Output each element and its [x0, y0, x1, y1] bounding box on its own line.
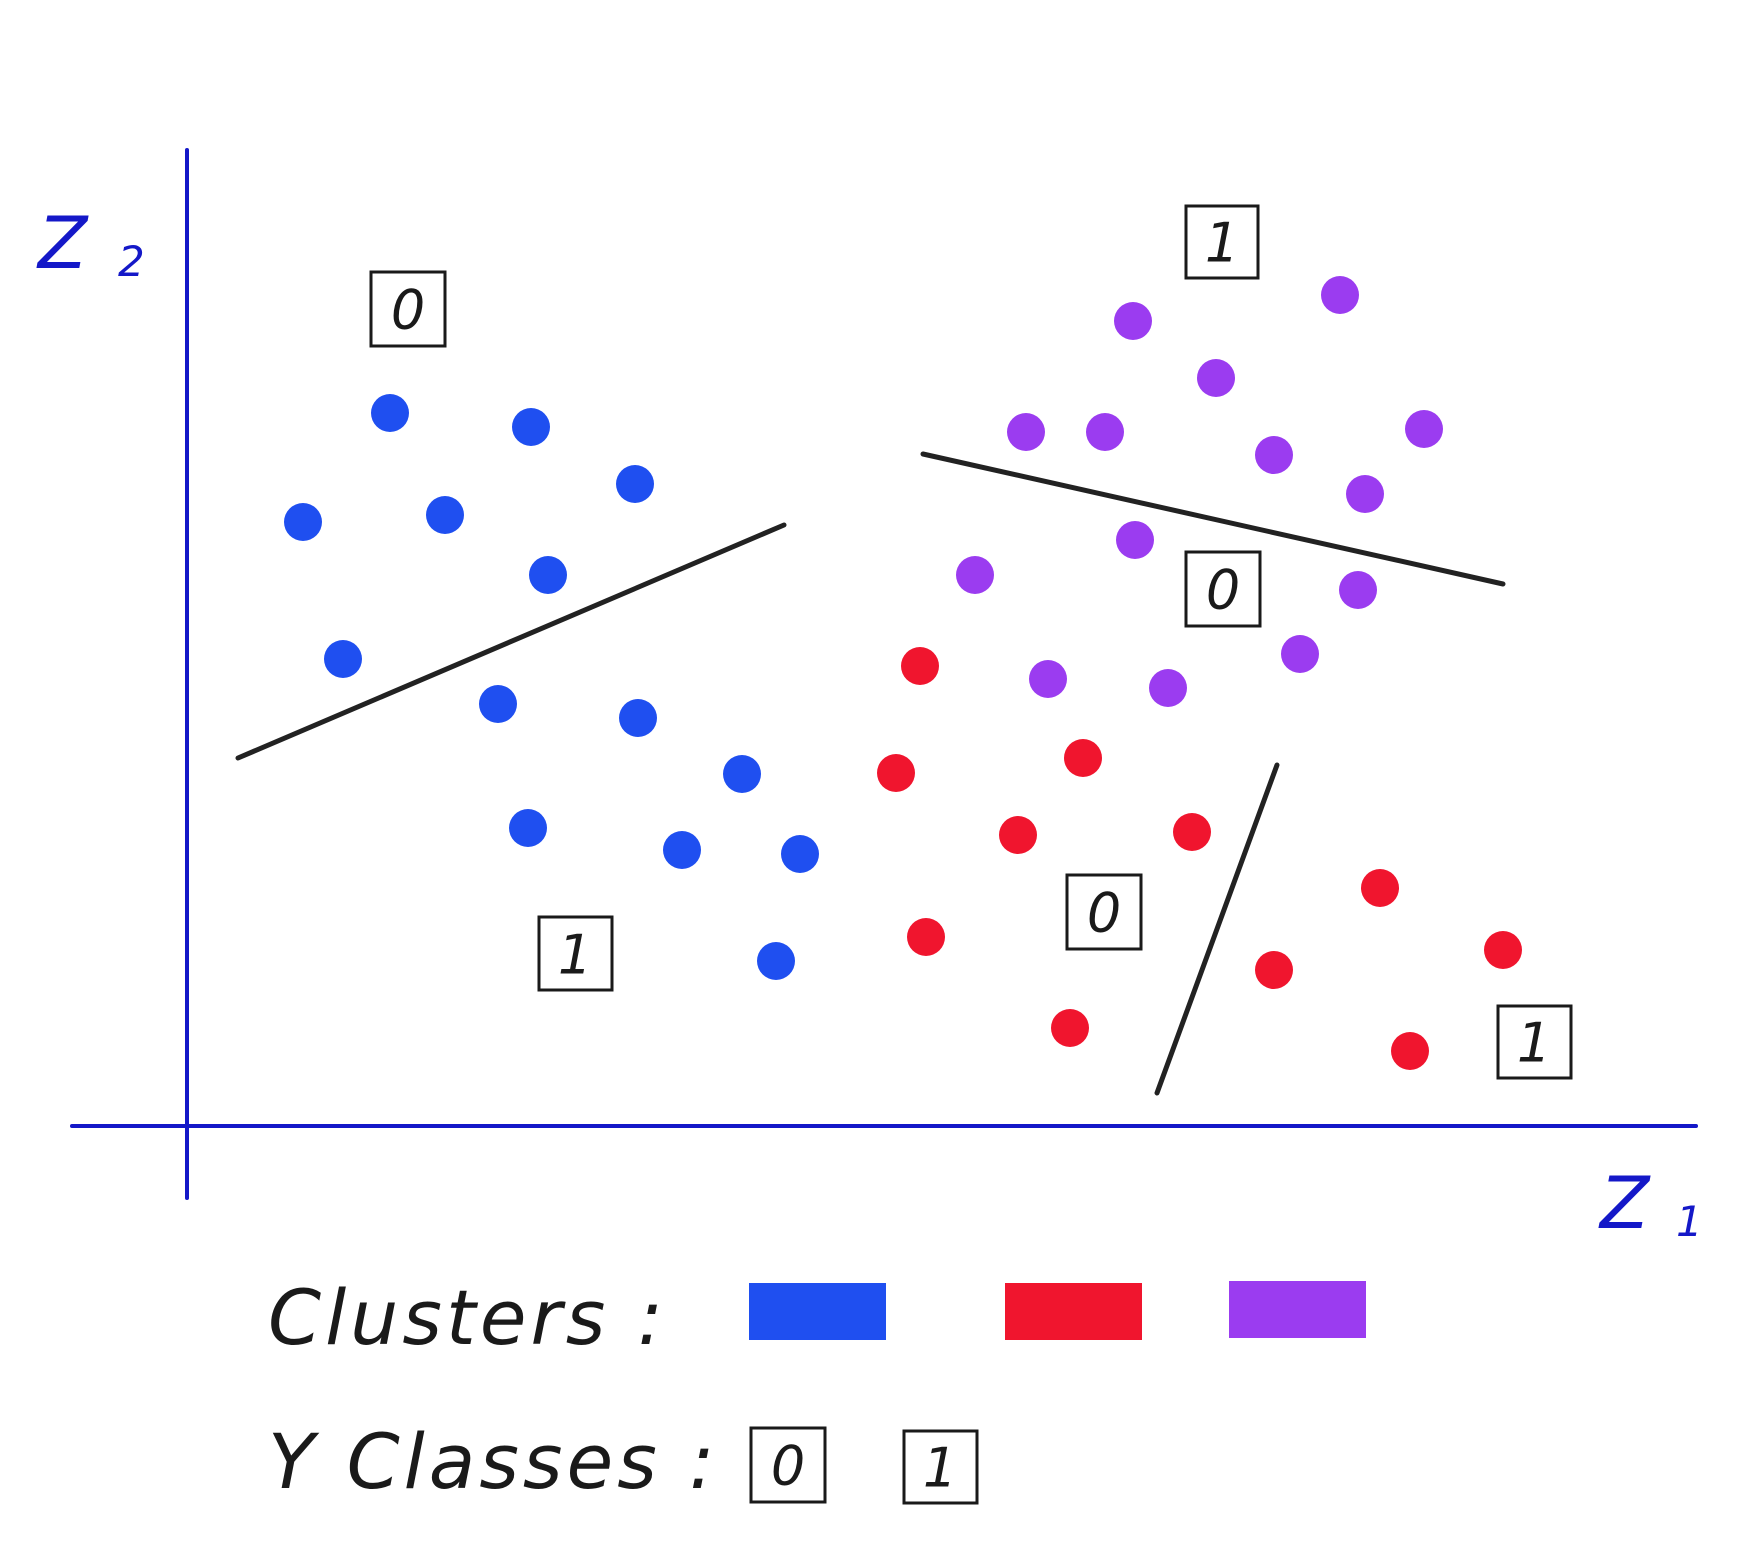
region-label-blue-top: 0: [369, 270, 447, 348]
point-purple: [1149, 669, 1187, 707]
point-purple: [1116, 521, 1154, 559]
point-red: [877, 754, 915, 792]
y-axis-label: Z: [36, 201, 89, 285]
point-blue: [663, 831, 701, 869]
point-red: [1051, 1009, 1089, 1047]
point-red: [1484, 931, 1522, 969]
point-purple: [1114, 302, 1152, 340]
cluster-purple-points: [956, 276, 1443, 707]
point-blue: [512, 408, 550, 446]
point-red: [1173, 813, 1211, 851]
region-label-box: [1496, 1004, 1573, 1080]
point-red: [901, 647, 939, 685]
point-blue: [324, 640, 362, 678]
point-red: [1361, 869, 1399, 907]
region-label-text: 1: [558, 924, 592, 987]
region-label-purple-top: 1: [1184, 204, 1260, 280]
region-label-box: [1065, 873, 1143, 951]
point-purple: [1321, 276, 1359, 314]
point-blue: [723, 755, 761, 793]
point-purple: [1029, 660, 1067, 698]
point-red: [1064, 739, 1102, 777]
legend-class-0: 0: [749, 1426, 827, 1504]
point-blue: [781, 835, 819, 873]
legend-swatch-purple: [1229, 1281, 1366, 1338]
point-purple: [1007, 413, 1045, 451]
cluster-blue-points: [284, 394, 819, 980]
legend-classes-label: Y Classes :: [268, 1417, 719, 1506]
point-red: [999, 816, 1037, 854]
point-purple: [1197, 359, 1235, 397]
legend-swatch-blue: [749, 1283, 886, 1340]
region-label-box: [369, 270, 447, 348]
legend-class-box: [749, 1426, 827, 1504]
point-purple: [1281, 635, 1319, 673]
legend-class-text: 0: [771, 1435, 805, 1498]
legend-clusters-label: Clusters :: [268, 1273, 667, 1362]
point-blue: [529, 556, 567, 594]
region-label-box: [1184, 204, 1260, 280]
region-label-red-left: 0: [1065, 873, 1143, 951]
point-purple: [1255, 436, 1293, 474]
point-purple: [1405, 410, 1443, 448]
boundary-line-blue-cluster: [235, 522, 787, 761]
point-red: [907, 918, 945, 956]
region-label-purple-bottom: 0: [1184, 550, 1262, 628]
region-label-text: 0: [1206, 559, 1240, 622]
boundary-line-purple-cluster: [920, 451, 1506, 587]
point-red: [1391, 1032, 1429, 1070]
region-label-text: 1: [1517, 1012, 1551, 1075]
legend-swatch-red: [1005, 1283, 1142, 1340]
region-label-red-right: 1: [1496, 1004, 1573, 1080]
x-axis-subscript: 1: [1676, 1197, 1703, 1246]
point-blue: [509, 809, 547, 847]
point-blue: [371, 394, 409, 432]
region-label-text: 0: [1087, 882, 1121, 945]
point-purple: [1339, 571, 1377, 609]
cluster-red-points: [877, 647, 1522, 1070]
point-purple: [956, 556, 994, 594]
point-blue: [426, 496, 464, 534]
point-blue: [284, 503, 322, 541]
point-red: [1255, 951, 1293, 989]
region-label-box: [537, 915, 614, 992]
point-blue: [479, 685, 517, 723]
region-label-text: 0: [391, 279, 425, 342]
y-axis-subscript: 2: [118, 237, 145, 286]
region-label-text: 1: [1205, 212, 1239, 275]
legend-class-1: 1: [902, 1429, 979, 1505]
legend-class-box: [902, 1429, 979, 1505]
legend-class-text: 1: [923, 1437, 957, 1500]
region-label-box: [1184, 550, 1262, 628]
point-blue: [616, 465, 654, 503]
x-axis-label: Z: [1598, 1161, 1651, 1245]
region-label-blue-bottom: 1: [537, 915, 614, 992]
point-blue: [619, 699, 657, 737]
point-blue: [757, 942, 795, 980]
boundary-line-red-cluster: [1154, 762, 1280, 1096]
point-purple: [1086, 413, 1124, 451]
point-purple: [1346, 475, 1384, 513]
